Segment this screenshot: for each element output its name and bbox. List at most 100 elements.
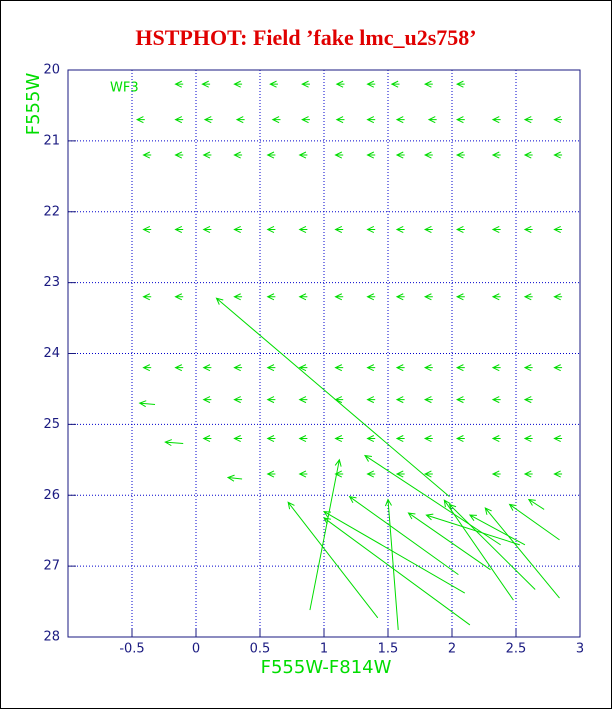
arrow bbox=[323, 517, 471, 626]
arrow bbox=[395, 364, 405, 372]
arrow bbox=[334, 225, 344, 233]
arrow bbox=[553, 151, 563, 159]
arrow bbox=[298, 151, 308, 159]
arrow bbox=[266, 396, 276, 404]
arrow bbox=[366, 116, 376, 124]
arrow bbox=[174, 225, 184, 233]
arrow bbox=[553, 293, 563, 301]
arrow bbox=[334, 364, 344, 372]
arrow bbox=[233, 80, 243, 88]
arrow bbox=[348, 495, 459, 576]
arrow bbox=[527, 498, 545, 510]
arrow bbox=[468, 514, 526, 546]
arrow bbox=[142, 225, 152, 233]
arrow bbox=[395, 225, 405, 233]
x-axis-title: F555W-F814W bbox=[261, 657, 392, 678]
arrow bbox=[491, 435, 501, 443]
y-tick-label: 24 bbox=[43, 346, 60, 361]
arrow bbox=[138, 400, 156, 408]
arrow bbox=[174, 80, 184, 88]
arrow bbox=[523, 470, 533, 478]
arrow bbox=[395, 396, 405, 404]
arrow bbox=[455, 116, 465, 124]
arrow bbox=[334, 151, 344, 159]
arrow bbox=[366, 396, 376, 404]
arrow bbox=[335, 80, 345, 88]
arrow bbox=[366, 225, 376, 233]
arrow bbox=[508, 503, 560, 541]
arrow bbox=[323, 510, 466, 594]
arrow bbox=[491, 470, 501, 478]
arrow bbox=[448, 503, 536, 590]
arrow bbox=[553, 470, 563, 478]
arrow bbox=[390, 80, 400, 88]
arrow bbox=[455, 396, 465, 404]
arrow bbox=[455, 80, 465, 88]
arrow bbox=[366, 364, 376, 372]
arrow bbox=[233, 225, 243, 233]
arrow bbox=[423, 293, 433, 301]
arrow bbox=[455, 225, 465, 233]
arrow bbox=[366, 151, 376, 159]
arrow bbox=[269, 80, 278, 88]
arrow bbox=[491, 293, 501, 301]
arrow bbox=[202, 151, 212, 159]
x-tick-label: 1.5 bbox=[378, 642, 399, 657]
x-tick-label: 2 bbox=[448, 642, 456, 657]
arrow bbox=[266, 470, 276, 478]
x-tick-label: 0 bbox=[192, 642, 200, 657]
arrow bbox=[174, 293, 184, 301]
y-tick-label: 27 bbox=[43, 559, 60, 574]
arrow bbox=[523, 151, 533, 159]
arrow bbox=[491, 364, 501, 372]
arrow bbox=[395, 151, 405, 159]
x-tick-label: 3 bbox=[576, 642, 584, 657]
arrow bbox=[164, 439, 184, 447]
arrow bbox=[553, 435, 563, 443]
arrow bbox=[287, 501, 379, 619]
arrow bbox=[366, 293, 376, 301]
arrow bbox=[491, 116, 501, 124]
arrow bbox=[233, 151, 243, 159]
arrow bbox=[298, 470, 308, 478]
y-tick-label: 22 bbox=[43, 204, 60, 219]
plot-frame bbox=[67, 69, 581, 638]
arrow bbox=[423, 364, 433, 372]
y-tick-label: 20 bbox=[43, 63, 60, 78]
arrow bbox=[135, 116, 145, 124]
x-tick-label: -0.5 bbox=[119, 642, 144, 657]
arrow bbox=[298, 396, 308, 404]
y-tick-label: 28 bbox=[43, 630, 60, 645]
arrow bbox=[423, 470, 433, 478]
arrow bbox=[266, 293, 276, 301]
arrow bbox=[202, 364, 212, 372]
arrow bbox=[298, 225, 308, 233]
arrow bbox=[443, 499, 514, 601]
y-axis-title: F555W bbox=[23, 73, 44, 136]
arrow bbox=[407, 512, 491, 571]
arrow bbox=[366, 80, 376, 88]
arrow bbox=[334, 293, 344, 301]
arrow bbox=[523, 225, 533, 233]
arrow bbox=[425, 513, 520, 546]
arrow bbox=[266, 435, 276, 443]
arrow bbox=[455, 293, 465, 301]
arrow bbox=[395, 116, 405, 124]
arrow bbox=[298, 435, 308, 443]
arrow bbox=[142, 293, 152, 301]
arrow bbox=[235, 116, 245, 124]
arrow bbox=[215, 297, 450, 498]
arrow bbox=[395, 293, 405, 301]
arrow bbox=[491, 151, 501, 159]
arrow bbox=[455, 435, 465, 443]
arrow bbox=[334, 435, 344, 443]
arrow bbox=[423, 396, 433, 404]
arrow bbox=[553, 116, 563, 124]
arrow bbox=[523, 396, 533, 404]
chart-title: HSTPHOT: Field ’fake lmc_u2s758’ bbox=[135, 25, 476, 50]
arrow bbox=[335, 116, 345, 124]
arrow bbox=[455, 364, 465, 372]
arrow bbox=[366, 435, 376, 443]
